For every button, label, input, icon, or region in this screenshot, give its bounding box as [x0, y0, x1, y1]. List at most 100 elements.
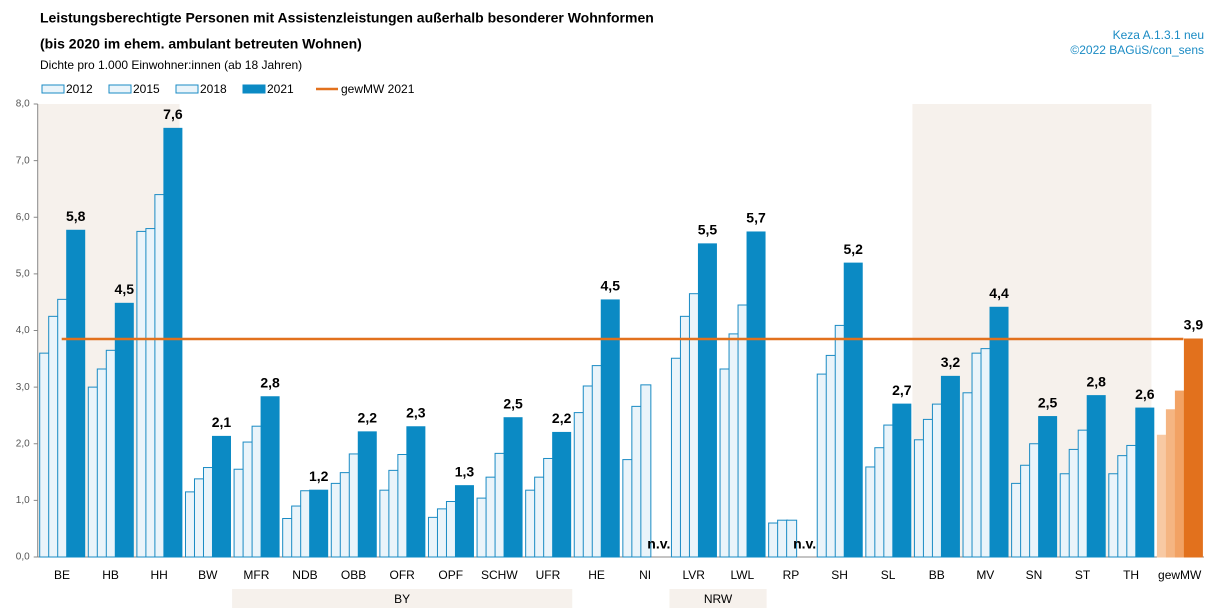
- y-tick-label: 6,0: [16, 212, 30, 223]
- x-tick-label: SN: [1026, 568, 1043, 582]
- bar: [163, 127, 183, 558]
- bar: [843, 262, 863, 558]
- data-label: 2,5: [1038, 394, 1058, 410]
- data-label: n.v.: [793, 536, 816, 552]
- x-tick-label: MV: [976, 568, 994, 582]
- x-tick-label: UFR: [536, 568, 561, 582]
- bar: [309, 489, 329, 558]
- x-tick-label: TH: [1123, 568, 1139, 582]
- x-tick-label: gewMW: [1158, 568, 1202, 582]
- x-tick-label: RP: [783, 568, 800, 582]
- data-label: 2,5: [503, 395, 523, 411]
- y-tick-label: 4,0: [16, 325, 30, 336]
- y-tick-label: 3,0: [16, 382, 30, 393]
- y-tick-label: 8,0: [16, 99, 30, 110]
- data-label: 1,3: [455, 463, 475, 479]
- data-label: n.v.: [647, 536, 670, 552]
- x-tick-label: SL: [881, 568, 896, 582]
- chart-subtitle: Dichte pro 1.000 Einwohner:innen (ab 18 …: [40, 58, 302, 72]
- data-label: 3,9: [1184, 317, 1204, 333]
- legend-label: 2021: [267, 82, 294, 96]
- copyright: ©2022 BAGüS/con_sens: [1070, 43, 1204, 57]
- bar: [940, 375, 960, 558]
- legend-label: 2015: [133, 82, 160, 96]
- data-label: 2,1: [212, 414, 232, 430]
- bar: [1183, 338, 1203, 558]
- x-tick-label: HB: [102, 568, 119, 582]
- data-label: 1,2: [309, 468, 329, 484]
- data-label: 4,5: [601, 278, 621, 294]
- x-tick-label: NI: [639, 568, 651, 582]
- x-tick-label: NDB: [292, 568, 317, 582]
- x-tick-label: BB: [929, 568, 945, 582]
- bar: [600, 299, 620, 558]
- bar: [260, 396, 280, 558]
- bar: [503, 417, 523, 558]
- legend-swatch: [41, 84, 65, 94]
- data-label: 5,2: [843, 241, 863, 257]
- x-tick-label: OBB: [341, 568, 366, 582]
- bar: [640, 384, 652, 558]
- bar: [746, 231, 766, 558]
- x-tick-label: LWL: [730, 568, 754, 582]
- data-label: 2,3: [406, 404, 426, 420]
- bar: [786, 519, 798, 558]
- data-label: 2,8: [1086, 373, 1106, 389]
- y-tick-label: 5,0: [16, 269, 30, 280]
- bar: [1086, 395, 1106, 558]
- bar: [1038, 416, 1058, 558]
- bar: [211, 435, 231, 558]
- bar: [1135, 407, 1155, 558]
- x-tick-label: ST: [1075, 568, 1091, 582]
- group-label: NRW: [704, 592, 733, 606]
- legend-swatch: [242, 84, 266, 94]
- data-label: 2,8: [260, 374, 280, 390]
- bar: [251, 425, 263, 558]
- x-tick-label: SH: [831, 568, 848, 582]
- bar: [114, 302, 134, 558]
- legend-label: gewMW 2021: [341, 82, 415, 96]
- x-tick-label: HE: [588, 568, 605, 582]
- data-label: 4,4: [989, 285, 1009, 301]
- bar: [1011, 482, 1023, 558]
- x-tick-label: SCHW: [481, 568, 518, 582]
- x-tick-label: BW: [198, 568, 218, 582]
- group-bg: [232, 589, 573, 608]
- data-label: 2,7: [892, 382, 912, 398]
- bar: [66, 229, 86, 558]
- data-label: 5,7: [746, 210, 766, 226]
- legend-swatch: [175, 84, 199, 94]
- bar: [892, 403, 912, 558]
- bar: [697, 243, 717, 558]
- data-label: 5,8: [66, 208, 86, 224]
- x-tick-label: MFR: [243, 568, 269, 582]
- data-label: 3,2: [941, 354, 961, 370]
- bar: [357, 431, 377, 558]
- y-tick-label: 0,0: [16, 552, 30, 563]
- bar: [552, 431, 572, 558]
- group-bg: [669, 589, 767, 608]
- bar: [454, 485, 474, 558]
- legend-label: 2012: [66, 82, 93, 96]
- x-tick-label: HH: [151, 568, 168, 582]
- legend-swatch: [108, 84, 132, 94]
- source: Keza A.1.3.1 neu: [1113, 28, 1204, 42]
- y-tick-label: 7,0: [16, 155, 30, 166]
- chart-title: Leistungsberechtigte Personen mit Assist…: [40, 10, 654, 26]
- data-label: 2,2: [552, 410, 572, 426]
- chart-title-line2: (bis 2020 im ehem. ambulant betreuten Wo…: [40, 36, 362, 52]
- legend-label: 2018: [200, 82, 227, 96]
- x-tick-label: LVR: [683, 568, 706, 582]
- group-label: BY: [394, 592, 410, 606]
- data-label: 7,6: [163, 106, 183, 122]
- x-tick-label: OPF: [438, 568, 463, 582]
- data-label: 2,6: [1135, 386, 1155, 402]
- y-tick-label: 2,0: [16, 438, 30, 449]
- y-tick-label: 1,0: [16, 495, 30, 506]
- data-label: 4,5: [115, 281, 135, 297]
- data-label: 5,5: [698, 222, 718, 238]
- x-tick-label: BE: [54, 568, 70, 582]
- x-tick-label: OFR: [389, 568, 415, 582]
- data-label: 2,2: [358, 410, 378, 426]
